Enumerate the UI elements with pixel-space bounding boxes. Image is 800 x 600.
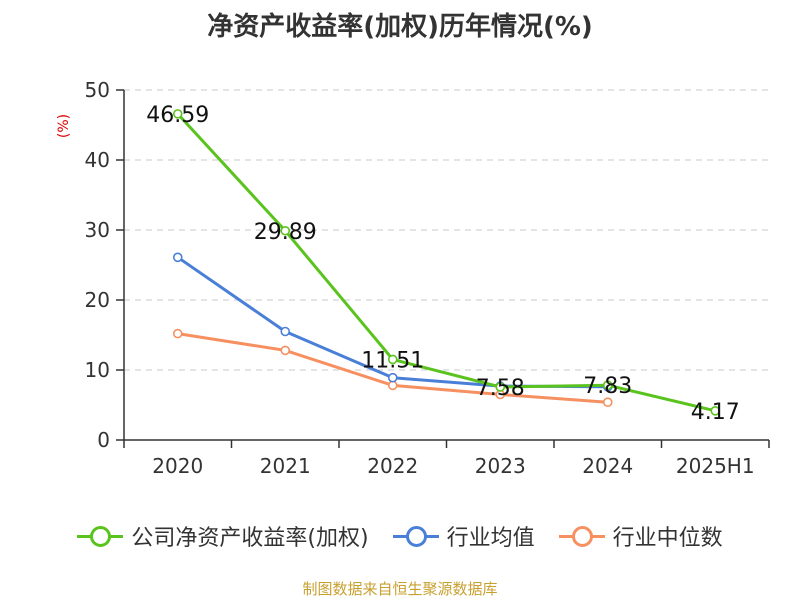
- series-point: [495, 382, 506, 392]
- series-point: [387, 380, 398, 391]
- legend-label: 行业中位数: [612, 526, 723, 551]
- legend-swatch: [392, 526, 439, 547]
- data-label: 4.17: [691, 400, 740, 425]
- series-point: [280, 225, 291, 236]
- legend-label: 公司净资产收益率(加权): [131, 526, 369, 551]
- x-tick-labels: 2020 2021 2022 2023 2024 2025H1: [152, 454, 754, 478]
- chart-title: 净资产收益率(加权)历年情况(%): [207, 12, 593, 42]
- series-point: [710, 406, 721, 416]
- legend-swatch: [558, 526, 605, 547]
- y-tick-label: 40: [85, 148, 110, 172]
- series-lines: [172, 109, 721, 416]
- series-point: [280, 345, 291, 356]
- series-point: [172, 109, 183, 119]
- series-point: [602, 380, 613, 390]
- data-label: 46.59: [146, 103, 209, 128]
- data-label: 7.58: [476, 376, 525, 401]
- source-note: 制图数据来自恒生聚源数据库: [302, 580, 498, 598]
- y-tick-label: 0: [97, 428, 110, 452]
- x-tick-label: 2020: [152, 454, 203, 478]
- legend-label: 行业均值: [446, 526, 535, 551]
- legend-item[interactable]: 公司净资产收益率(加权): [77, 520, 369, 552]
- y-tick-labels: 0 10 20 30 40 50: [85, 78, 110, 452]
- legend: 公司净资产收益率(加权) 行业均值 行业中位数: [0, 520, 800, 552]
- x-tick-label: 2021: [260, 454, 311, 478]
- series-point: [602, 397, 613, 408]
- series-point: [280, 326, 291, 337]
- data-label: 7.83: [583, 374, 632, 399]
- y-tick-label: 10: [85, 358, 110, 382]
- series-line: [176, 112, 716, 413]
- series-point: [172, 328, 183, 339]
- x-tick-label: 2025H1: [676, 454, 755, 478]
- series-point: [387, 372, 398, 383]
- data-labels: 46.59 29.89 11.51 7.58 7.83 4.17: [146, 103, 739, 425]
- x-tick-label: 2023: [475, 454, 526, 478]
- legend-item[interactable]: 行业中位数: [558, 520, 723, 552]
- y-tick-label: 30: [85, 218, 110, 242]
- y-tick-label: 20: [85, 288, 110, 312]
- series-point: [387, 354, 398, 365]
- axes: [116, 89, 770, 448]
- series-point: [172, 252, 183, 263]
- grid-lines: [124, 89, 769, 371]
- legend-item[interactable]: 行业均值: [392, 520, 535, 552]
- legend-swatch: [77, 526, 124, 547]
- data-label: 29.89: [254, 220, 317, 245]
- y-tick-label: 50: [85, 78, 110, 102]
- data-label: 11.51: [361, 348, 424, 373]
- x-tick-label: 2024: [582, 454, 633, 478]
- y-axis-label: (%): [56, 114, 72, 138]
- x-tick-label: 2022: [367, 454, 418, 478]
